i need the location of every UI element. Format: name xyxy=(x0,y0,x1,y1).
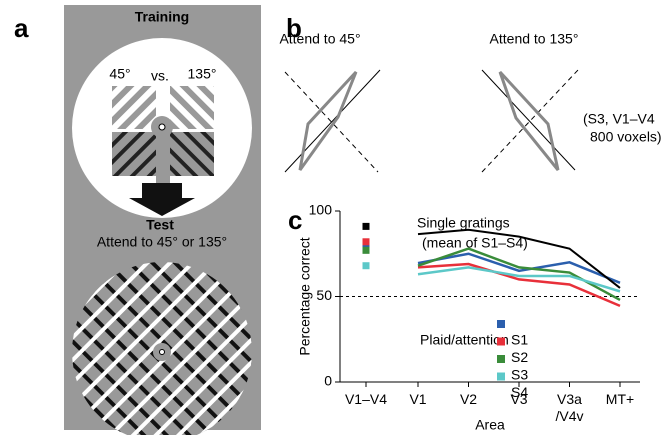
y-tick-label: 0 xyxy=(324,373,332,389)
plot-title: Attend to 135° xyxy=(490,31,579,47)
marker xyxy=(362,262,370,270)
test-instruction: Attend to 45° or 135° xyxy=(97,234,227,250)
legend-label: S1 xyxy=(511,332,528,348)
training-title: Training xyxy=(135,9,189,25)
grating xyxy=(170,132,214,176)
polar-plot xyxy=(498,70,560,171)
line xyxy=(417,228,621,289)
arrow xyxy=(129,183,195,216)
fixation-dot xyxy=(158,123,166,131)
x-tick-label: V1–V4 xyxy=(345,391,387,407)
y-axis-label: Percentage correct xyxy=(297,237,313,355)
x-tick-label: MT+ xyxy=(606,391,634,407)
grating xyxy=(112,86,156,129)
marker xyxy=(362,246,370,254)
line xyxy=(417,262,621,308)
panel-c: 0 50 100 V1–V4 V1 V2 V3 V3a/V4v MT+ Area Percentag… xyxy=(297,202,640,433)
panel-b: Attend to 45° Attend to 135° (S3, V1–V4 … xyxy=(279,31,662,173)
x-tick-label: V1 xyxy=(409,391,426,407)
x-tick-label: V3a/V4v xyxy=(555,391,583,424)
marker xyxy=(362,222,370,230)
note: (S3, V1–V4 xyxy=(583,111,655,127)
plot-title: Attend to 45° xyxy=(279,31,360,47)
panel-label: c xyxy=(288,205,302,235)
axis xyxy=(284,71,379,173)
line xyxy=(417,266,621,293)
panel-a: Training 45° vs. 135° Test Attend to 45°… xyxy=(64,5,261,435)
annotation: (mean of S1–S4) xyxy=(422,235,528,251)
x-axis-label: Area xyxy=(475,417,505,433)
panel-label: b xyxy=(286,13,302,43)
axis xyxy=(284,69,381,173)
grating xyxy=(112,132,156,176)
legend-swatch xyxy=(497,320,505,328)
x-tick-label: V3 xyxy=(510,391,527,407)
versus-label: vs. xyxy=(151,68,169,84)
legend-label: S3 xyxy=(511,367,528,383)
x-tick-label: V2 xyxy=(460,391,477,407)
axis xyxy=(481,69,576,171)
y-tick-label: 100 xyxy=(309,202,333,218)
legend-label: S2 xyxy=(511,349,528,365)
legend-swatch xyxy=(497,337,505,346)
y-tick-label: 50 xyxy=(316,287,332,303)
grating xyxy=(170,86,214,129)
legend-swatch xyxy=(497,355,505,363)
legend-label: S4 xyxy=(511,384,528,400)
test-title: Test xyxy=(146,217,174,233)
note: 800 voxels) xyxy=(590,129,662,145)
panel-label: a xyxy=(14,13,29,43)
line xyxy=(417,252,621,284)
fixation-dot xyxy=(159,349,165,355)
orientation-label: 135° xyxy=(188,66,217,82)
annotation: Plaid/attention xyxy=(420,332,509,348)
polar-plot xyxy=(298,70,358,171)
legend-swatch xyxy=(497,372,505,381)
annotation: Single gratings xyxy=(417,215,510,231)
orientation-label: 45° xyxy=(109,66,130,82)
marker xyxy=(362,238,370,246)
